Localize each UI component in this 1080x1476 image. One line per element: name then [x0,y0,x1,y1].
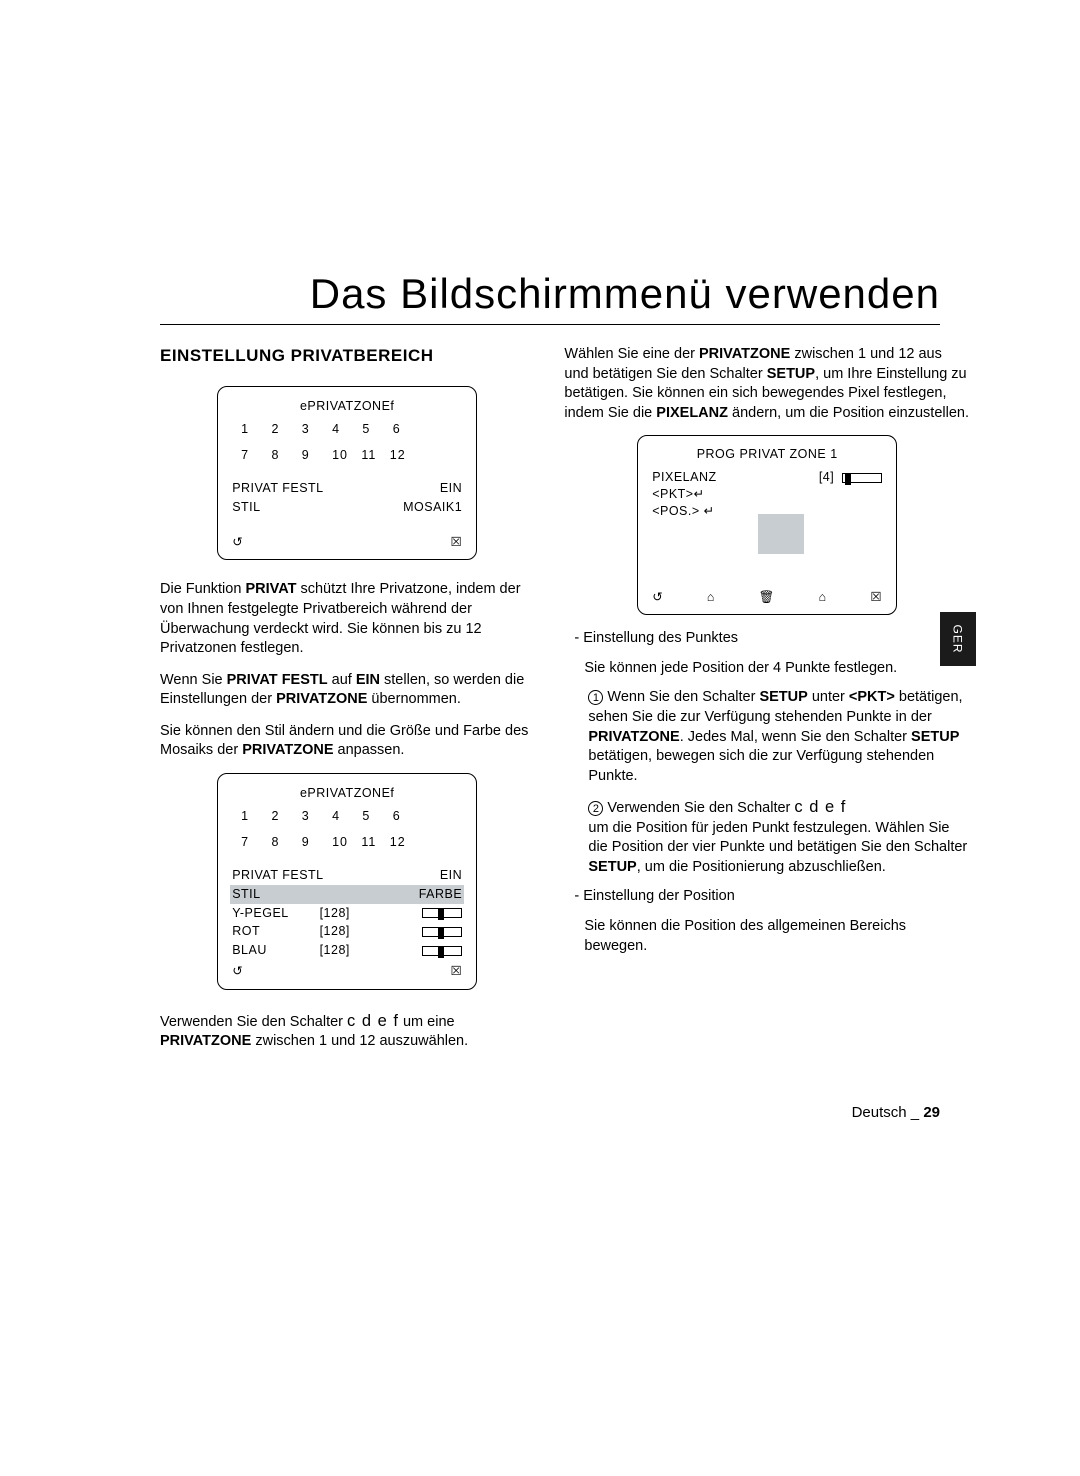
osd1-title: ePRIVATZONEf [232,397,462,416]
prog-row-pixelanz: PIXELANZ [4] [652,469,882,486]
osd1-row-privat-festl: PRIVAT FESTL EIN [232,479,462,498]
circle-1-icon: 1 [588,690,603,705]
para-privat-festl: Wenn Sie PRIVAT FESTL auf EIN stellen, s… [160,671,534,710]
slider-icon [422,927,462,937]
bullet-punkt-desc: Sie können jede Position der 4 Punkte fe… [584,659,970,679]
para-privat-desc: Die Funktion PRIVAT schützt Ihre Privatz… [160,580,534,658]
bullet-position-desc: Sie können die Position des allgemeinen … [584,917,970,956]
osd2-r1-label: PRIVAT FESTL [232,866,323,885]
document-page: Das Bildschirmmenü verwenden EINSTELLUNG… [0,0,1080,1476]
prog-title: PROG PRIVAT ZONE 1 [652,446,882,463]
bullet-position: - Einstellung der Position [574,887,970,907]
osd2-nums-row1: 1 2 3 4 5 6 [232,807,462,826]
home-icon: ⌂ [707,589,715,606]
osd2-footer: ↺ ☒ [232,962,462,981]
slider-icon [422,946,462,956]
circle-2-icon: 2 [588,801,603,816]
two-columns: EINSTELLUNG PRIVATBEREICH ePRIVATZONEf 1… [160,345,940,1064]
rpara-intro: Wählen Sie eine der PRIVATZONE zwischen … [564,345,970,423]
osd1-r1-value: EIN [440,479,462,498]
delete-icon: 🗑 [759,589,775,606]
numbered-1: 1Wenn Sie den Schalter SETUP unter <PKT>… [588,688,970,786]
preview-square [758,514,804,554]
osd1-footer: ↺ ☒ [232,533,462,552]
osd2-row-blau: BLAU [128] [232,941,462,960]
osd-box-privatzone-2: ePRIVATZONEf 1 2 3 4 5 6 7 8 9 10 11 12 … [217,773,477,990]
numbered-2: 2Verwenden Sie den Schalter c d e fum di… [588,796,970,877]
slider-icon [842,473,882,483]
osd2-r2-label: STIL [232,885,260,904]
osd2-row-ypegel: Y-PEGEL [128] [232,904,462,923]
osd2-nums-row2: 7 8 9 10 11 12 [232,833,462,852]
osd-box-prog-privat: PROG PRIVAT ZONE 1 PIXELANZ [4] <PKT>↵ <… [637,435,897,615]
osd1-r1-label: PRIVAT FESTL [232,479,323,498]
osd1-r2-value: MOSAIK1 [403,498,462,517]
title-rule [160,324,940,325]
close-icon: ☒ [870,589,882,606]
page-footer: Deutsch _ 29 [160,1104,940,1121]
back-icon: ↺ [652,589,663,606]
footer-lang: Deutsch _ [852,1104,920,1121]
right-column: Wählen Sie eine der PRIVATZONE zwischen … [564,345,970,1064]
osd2-row-privat-festl: PRIVAT FESTL EIN [232,866,462,885]
osd1-nums-row2: 7 8 9 10 11 12 [232,446,462,465]
osd2-row-rot: ROT [128] [232,922,462,941]
back-icon: ↺ [232,533,243,552]
osd2-r2-value: FARBE [419,885,463,904]
home-icon: ⌂ [819,589,827,606]
osd2-title: ePRIVATZONEf [232,784,462,803]
osd-box-privatzone-1: ePRIVATZONEf 1 2 3 4 5 6 7 8 9 10 11 12 … [217,386,477,561]
close-icon: ☒ [450,962,462,981]
language-tab: GER [940,612,976,666]
bullet-punkt: - Einstellung des Punktes [574,629,970,649]
osd1-nums-row1: 1 2 3 4 5 6 [232,420,462,439]
left-column: EINSTELLUNG PRIVATBEREICH ePRIVATZONEf 1… [160,345,534,1064]
slider-icon [422,908,462,918]
prog-footer: ↺ ⌂ 🗑 ⌂ ☒ [652,589,882,606]
page-title: Das Bildschirmmenü verwenden [160,270,940,318]
back-icon: ↺ [232,962,243,981]
para-cdef: Verwenden Sie den Schalter c d e f um ei… [160,1010,534,1052]
prog-row-pkt: <PKT>↵ [652,486,882,503]
osd2-row-stil-highlight: STIL FARBE [230,885,464,904]
close-icon: ☒ [450,533,462,552]
osd2-r1-value: EIN [440,866,462,885]
para-stil: Sie können den Stil ändern und die Größe… [160,722,534,761]
osd1-r2-label: STIL [232,498,260,517]
footer-page-number: 29 [923,1104,940,1121]
section-heading: EINSTELLUNG PRIVATBEREICH [160,345,534,368]
osd1-row-stil: STIL MOSAIK1 [232,498,462,517]
